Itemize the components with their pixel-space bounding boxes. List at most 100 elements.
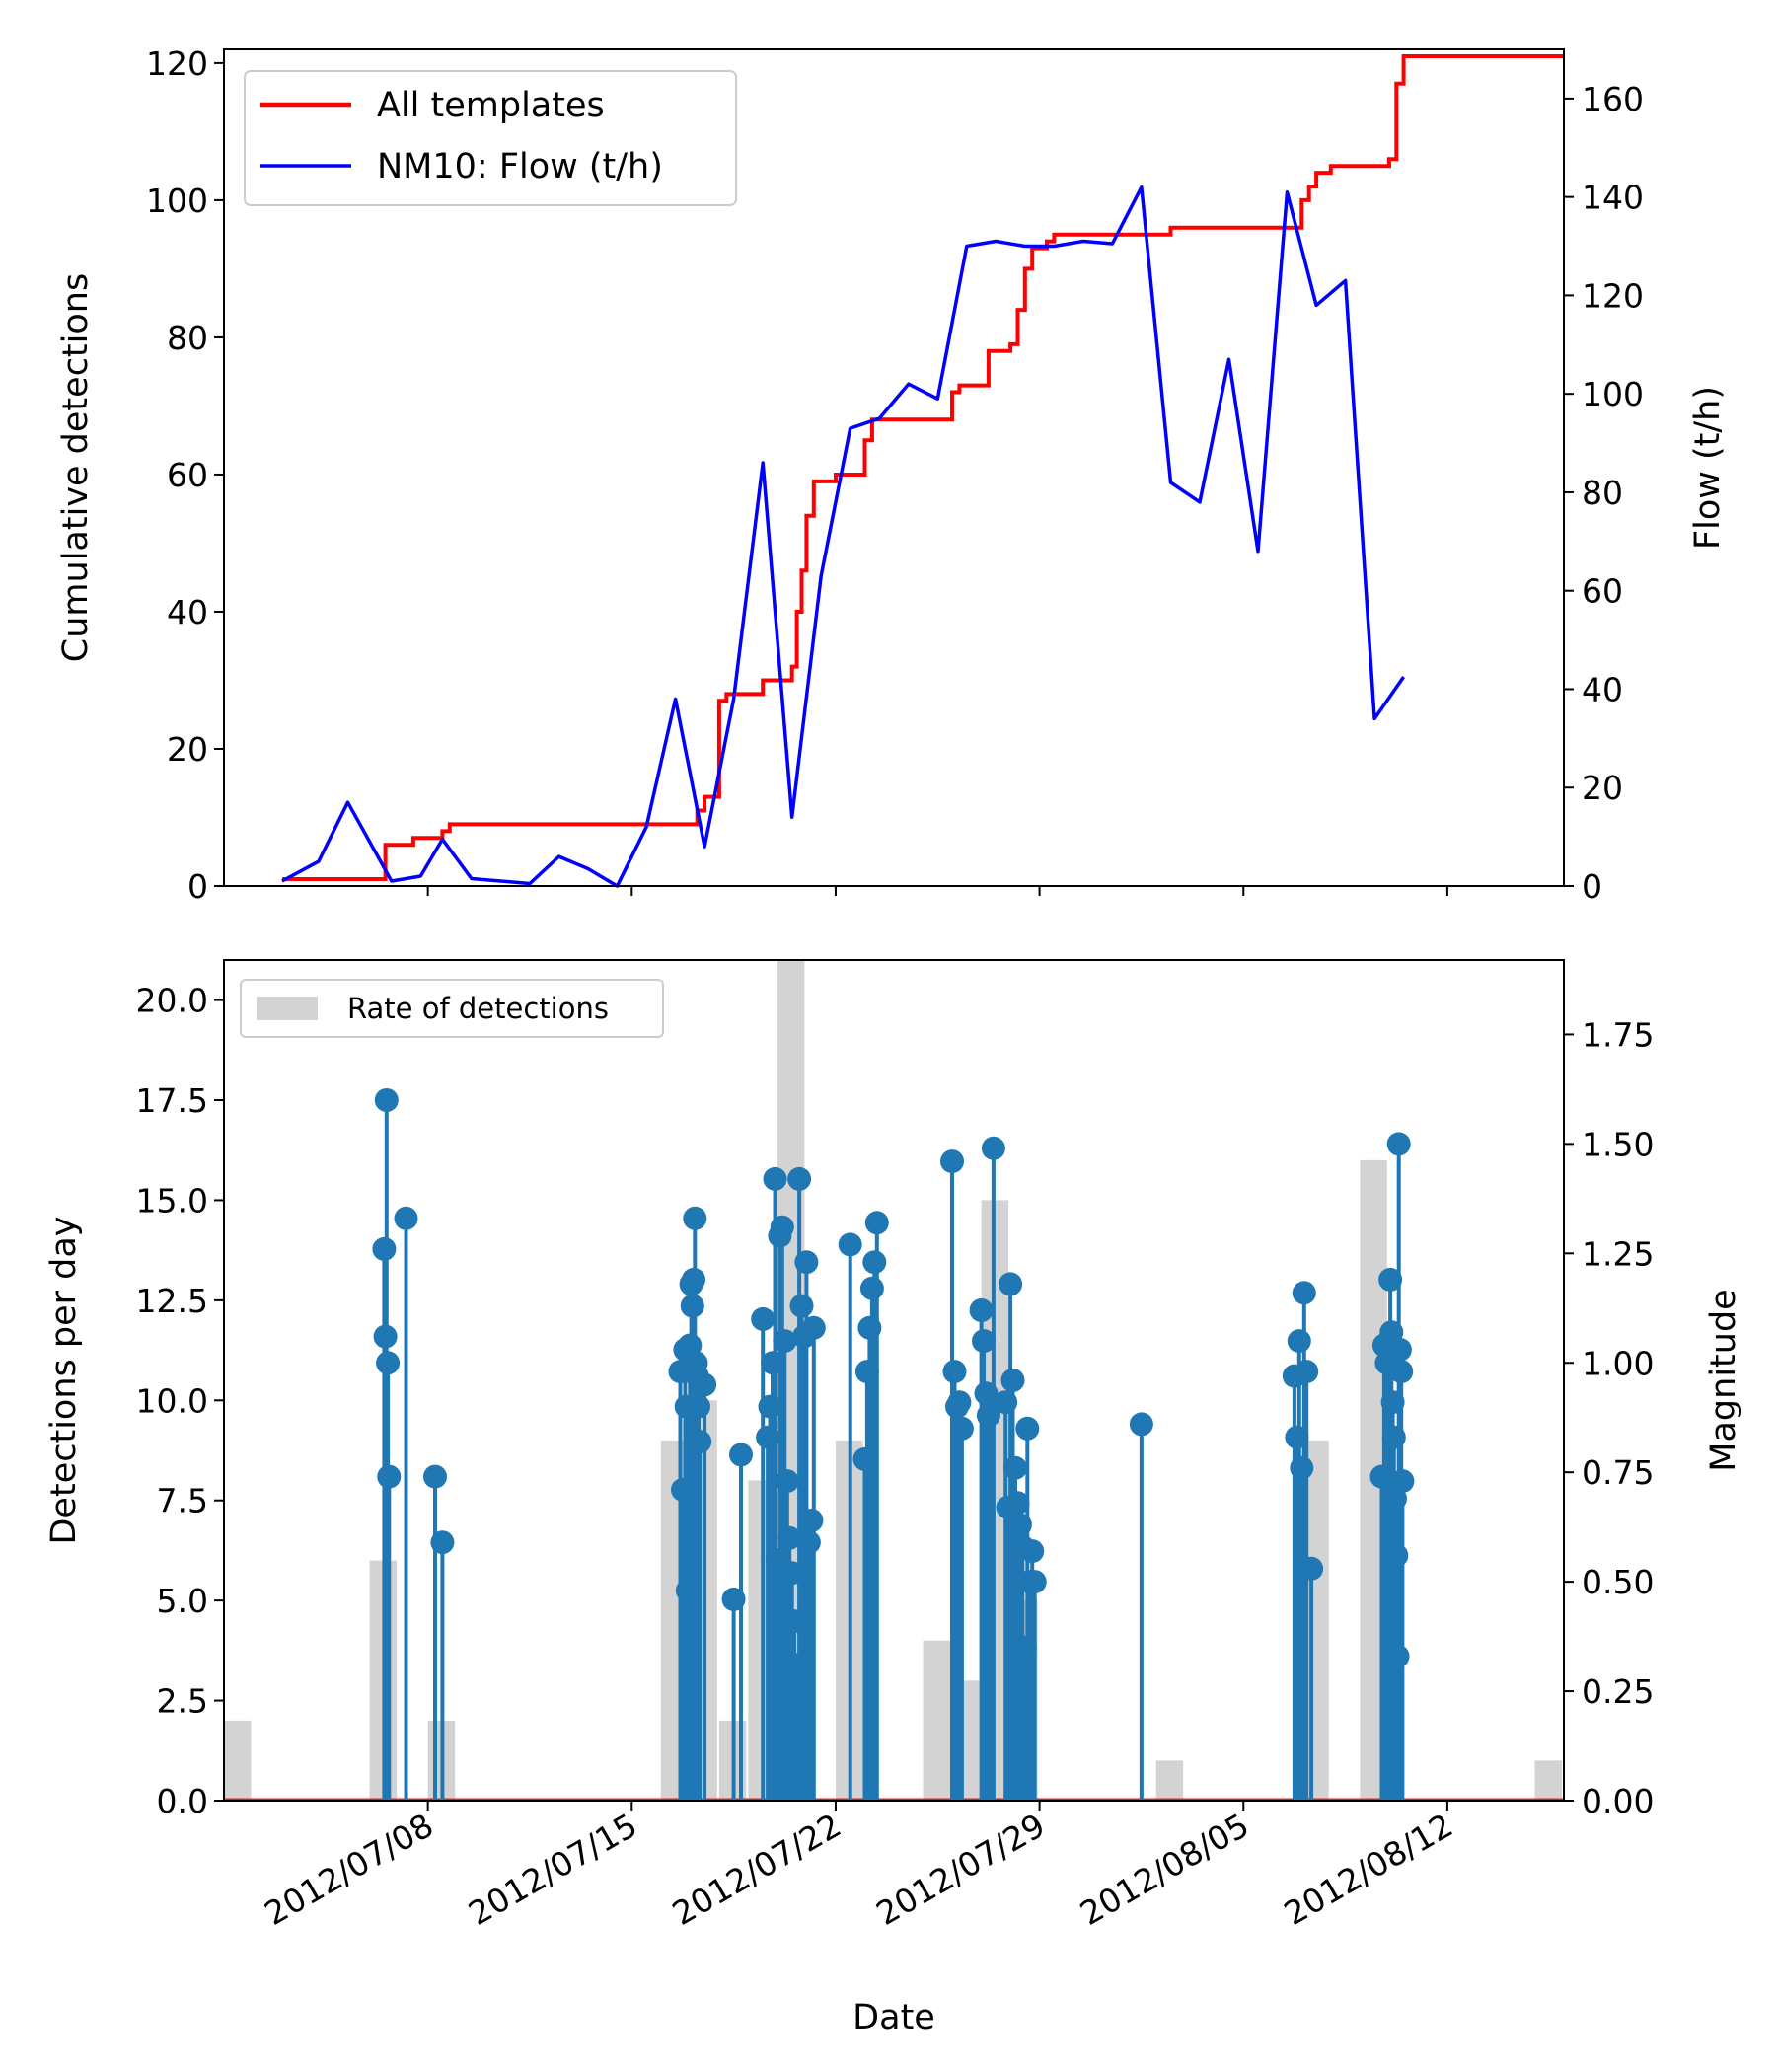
- magnitude-marker: [693, 1372, 717, 1397]
- magnitude-marker: [1385, 1644, 1410, 1668]
- magnitude-marker: [947, 1390, 972, 1415]
- magnitude-marker: [1007, 1513, 1032, 1537]
- magnitude-marker: [423, 1464, 447, 1489]
- y-tick-label: 0: [187, 867, 208, 906]
- magnitude-marker: [1369, 1464, 1394, 1489]
- magnitude-marker: [864, 1211, 889, 1235]
- y2-tick-label: 0.25: [1582, 1672, 1654, 1711]
- legend: All templates NM10: Flow (t/h): [244, 70, 737, 206]
- magnitude-marker: [376, 1351, 401, 1375]
- y2-tick-label: 120: [1582, 276, 1644, 315]
- magnitude-marker: [981, 1136, 1005, 1160]
- magnitude-marker: [859, 1276, 884, 1300]
- magnitude-marker: [777, 1525, 802, 1550]
- magnitude-marker: [394, 1206, 418, 1230]
- rate-bar: [1155, 1760, 1184, 1801]
- magnitude-marker: [940, 1149, 964, 1174]
- magnitude-marker: [796, 1530, 821, 1555]
- magnitude-marker: [969, 1298, 994, 1322]
- y-tick-label: 40: [167, 593, 208, 631]
- magnitude-marker: [972, 1329, 996, 1354]
- magnitude-marker: [688, 1430, 712, 1454]
- y2-tick-label: 140: [1582, 179, 1644, 217]
- y2-axis-label: Magnitude: [1704, 1289, 1743, 1471]
- magnitude-marker: [1290, 1455, 1314, 1480]
- magnitude-marker: [1380, 1390, 1405, 1415]
- magnitude-marker: [761, 1351, 784, 1375]
- y2-tick-label: 1.00: [1582, 1344, 1654, 1382]
- magnitude-marker: [773, 1329, 797, 1354]
- magnitude-marker: [430, 1530, 455, 1555]
- magnitude-marker: [787, 1166, 812, 1191]
- magnitude-marker: [756, 1425, 780, 1449]
- y-tick-label: 15.0: [136, 1181, 208, 1220]
- y2-tick-label: 1.25: [1582, 1234, 1654, 1273]
- magnitude-marker: [1292, 1281, 1316, 1305]
- magnitude-marker: [1378, 1267, 1403, 1292]
- y-tick-label: 60: [167, 456, 208, 494]
- y-tick-label: 2.5: [157, 1682, 208, 1721]
- y-tick-label: 12.5: [136, 1282, 208, 1320]
- cumulative-flow-chart: 0 20 40 60 80 100 120 0 20 40 60 80 100 120 140 160 Cumu…: [56, 44, 1728, 906]
- magnitude-marker: [857, 1315, 882, 1340]
- y-tick-label: 7.5: [157, 1482, 208, 1520]
- y2-tick-label: 100: [1582, 375, 1644, 413]
- magnitude-marker: [1022, 1570, 1047, 1594]
- y-tick-label: 120: [146, 44, 208, 83]
- rate-bar: [923, 1640, 950, 1801]
- magnitude-marker: [374, 1088, 399, 1112]
- y-tick-label: 100: [146, 182, 208, 220]
- magnitude-marker: [683, 1206, 707, 1230]
- y2-tick-label: 80: [1582, 474, 1623, 512]
- y-tick-label: 10.0: [136, 1381, 208, 1420]
- magnitude-marker: [1389, 1360, 1414, 1384]
- legend-box: [244, 70, 737, 206]
- legend: Rate of detections: [240, 979, 664, 1038]
- magnitude-marker: [1287, 1329, 1311, 1354]
- magnitude-marker: [729, 1443, 753, 1467]
- magnitude-marker: [1003, 1455, 1027, 1480]
- magnitude-marker: [999, 1272, 1023, 1296]
- magnitude-stems: [372, 1088, 1415, 1801]
- y2-tick-label: 0.50: [1582, 1563, 1654, 1601]
- magnitude-marker: [852, 1446, 877, 1471]
- flow-line: [281, 185, 1406, 888]
- magnitude-marker: [373, 1324, 398, 1349]
- magnitude-marker: [784, 1653, 809, 1677]
- magnitude-marker: [687, 1394, 710, 1419]
- y-tick-label: 80: [167, 319, 208, 357]
- magnitude-marker: [721, 1587, 746, 1611]
- magnitude-marker: [770, 1215, 794, 1239]
- magnitude-marker: [1387, 1337, 1412, 1362]
- y-axis-label: Detections per day: [44, 1216, 84, 1544]
- magnitude-marker: [782, 1609, 807, 1634]
- y-tick-label: 20: [167, 730, 208, 769]
- y-tick-label: 5.0: [157, 1582, 208, 1620]
- magnitude-marker: [1390, 1469, 1415, 1494]
- magnitude-marker: [854, 1360, 879, 1384]
- magnitude-marker: [1005, 1491, 1030, 1516]
- magnitude-marker: [994, 1390, 1018, 1415]
- rate-bar: [1534, 1760, 1562, 1801]
- magnitude-marker: [758, 1394, 782, 1419]
- magnitude-marker: [799, 1509, 824, 1532]
- magnitude-marker: [1386, 1132, 1411, 1156]
- magnitude-marker: [1000, 1369, 1025, 1392]
- legend-label-rate: Rate of detections: [347, 992, 609, 1025]
- y-tick-label: 0.0: [157, 1782, 208, 1820]
- cumulative-detections-line: [282, 54, 1564, 881]
- magnitude-marker: [1129, 1412, 1153, 1437]
- y2-axis-label: Flow (t/h): [1688, 386, 1728, 550]
- detection-rate-magnitude-chart: 0.0 2.5 5.0 7.5 10.0 12.5 15.0 17.5 20.0 0.00 0.25…: [44, 959, 1743, 2037]
- magnitude-marker: [1020, 1539, 1045, 1564]
- magnitude-marker: [1384, 1543, 1409, 1568]
- legend-label-flow: NM10: Flow (t/h): [377, 147, 663, 186]
- magnitude-marker: [1012, 1635, 1037, 1660]
- y-tick-label: 17.5: [136, 1081, 208, 1120]
- magnitude-marker: [801, 1315, 826, 1340]
- y-axis-label: Cumulative detections: [56, 273, 96, 662]
- magnitude-marker: [377, 1464, 402, 1489]
- magnitude-marker: [680, 1294, 704, 1318]
- y2-tick-label: 1.75: [1582, 1015, 1654, 1054]
- rate-bar: [224, 1720, 252, 1801]
